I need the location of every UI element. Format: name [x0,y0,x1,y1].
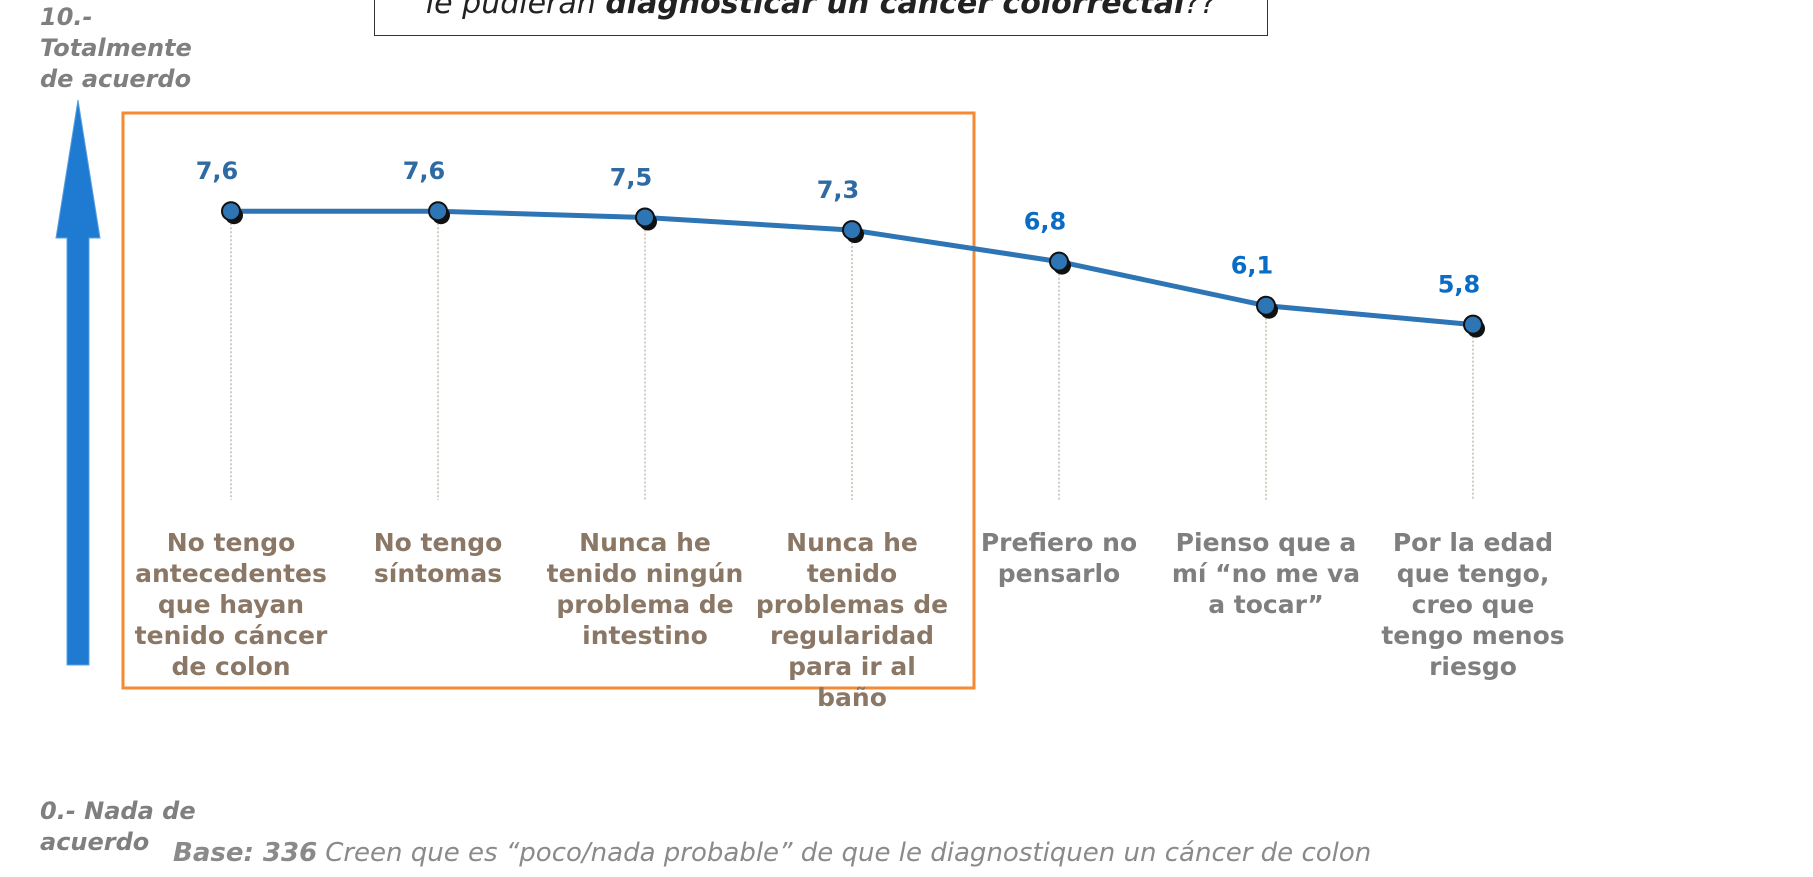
footnote: Base: 336 Creen que es “poco/nada probabl… [173,838,1371,868]
marker [635,207,655,228]
marker [221,201,241,222]
title-part: diagnosticar un cáncer colorrectal [605,0,1185,21]
footnote-bold: Base: 336 [173,838,318,868]
highlight-box [121,111,976,690]
x-tick-label: Por la edad que tengo, creo que tengo me… [1381,528,1565,681]
marker [1463,314,1483,335]
marker [842,220,862,241]
marker [1049,251,1069,272]
value-label: 7,5 [610,164,653,192]
x-tick-label: Nunca he tenido ningún problema de intes… [546,528,744,650]
title-part: le pudieran [425,0,606,21]
chart-title: le pudieran diagnosticar un cáncer color… [374,0,1268,36]
axis-arrow [55,99,101,666]
value-label: 7,3 [817,176,860,204]
marker [1256,295,1276,316]
value-label: 6,1 [1231,252,1274,280]
value-label: 5,8 [1438,271,1481,299]
x-tick-label: Prefiero no pensarlo [980,528,1138,588]
y-bottom-label: 0.- Nada de acuerdo [40,797,196,856]
x-tick-label: No tengo síntomas [373,528,503,588]
footnote-text: Creen que es “poco/nada probable” de que… [325,838,1372,868]
value-label: 6,8 [1024,208,1067,236]
x-tick-label: No tengo antecedentes que hayan tenido c… [134,528,328,681]
value-label: 7,6 [403,157,446,185]
title-part: ?? [1184,0,1217,21]
y-top-label: 10.- Totalmente de acuerdo [40,3,192,93]
x-tick-label: Pienso que a mí “no me va a tocar” [1171,528,1361,619]
value-label: 7,6 [196,157,239,185]
marker [428,201,448,222]
x-tick-label: Nunca he tenido problemas de regularidad… [755,528,949,712]
